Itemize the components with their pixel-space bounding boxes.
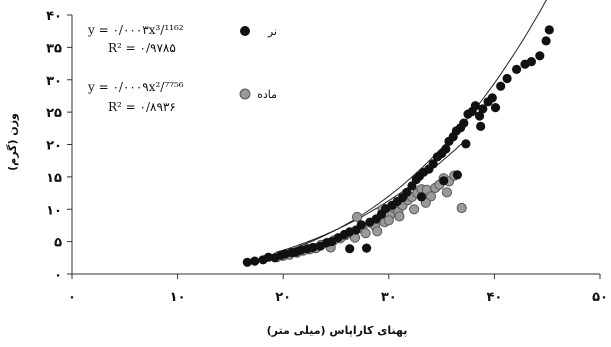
male-point	[541, 36, 551, 46]
female-point	[409, 204, 420, 215]
y-tick-label: ۱۰	[46, 203, 62, 218]
male-point	[345, 244, 355, 254]
female-point	[425, 191, 437, 202]
male-point	[490, 103, 501, 113]
x-tick-label: ۰	[68, 290, 76, 305]
male-point	[250, 256, 260, 266]
legend: y = ۰/۰۰۰۳x³/¹¹⁶² R² = ۰/۹۷۸۵ نر y = ۰/۰…	[87, 23, 277, 114]
axes	[67, 14, 601, 279]
female-marker-icon	[239, 88, 251, 100]
male-point	[459, 118, 469, 128]
male-point	[496, 81, 506, 91]
male-point	[511, 64, 522, 74]
male-point	[535, 51, 545, 61]
male-point	[526, 57, 537, 67]
male-point	[242, 257, 252, 267]
male-point	[362, 243, 372, 253]
y-tick-label: ۴۰	[46, 9, 62, 24]
y-tick-label: ۲۵	[46, 106, 62, 121]
y-tick-label: ۱۵	[46, 171, 62, 186]
male-marker-icon	[240, 26, 250, 36]
male-r-squared: R² = ۰/۹۷۸۵	[108, 41, 176, 55]
male-point	[502, 73, 512, 84]
male-point	[487, 93, 497, 103]
male-point	[416, 192, 427, 202]
male-label: نر	[267, 25, 277, 38]
y-tick-label: ۳۵	[46, 41, 62, 56]
male-point	[441, 144, 451, 154]
male-point	[402, 187, 412, 197]
male-point	[475, 111, 485, 121]
y-tick-label: ۵	[54, 236, 62, 251]
x-tick-label: ۴۰	[486, 290, 502, 305]
female-point	[441, 187, 452, 198]
trend-lines	[246, 0, 547, 263]
male-point	[439, 176, 449, 186]
x-tick-label: ۲۰	[275, 290, 291, 305]
male-point	[478, 104, 488, 114]
male-point	[356, 220, 366, 230]
male-trend-line	[246, 0, 547, 263]
female-r-squared: R² = ۰/۸۹۳۶	[108, 100, 176, 114]
x-tick-label: ۳۰	[381, 290, 397, 305]
y-tick-label: ۳۰	[46, 74, 62, 89]
female-label: ماده	[257, 88, 277, 101]
female-point	[383, 215, 394, 226]
male-point	[428, 159, 438, 169]
male-point	[476, 121, 486, 131]
male-equation: y = ۰/۰۰۰۳x³/¹¹⁶²	[87, 23, 184, 37]
female-point	[394, 211, 405, 222]
male-point	[452, 170, 462, 180]
x-tick-label: ۱۰	[170, 290, 186, 305]
female-equation: y = ۰/۰۰۰۹x²/⁷⁷⁵⁶	[87, 80, 184, 94]
tick-labels: ۰ ۱۰ ۲۰ ۳۰ ۴۰ ۵۰ ۰ ۵ ۱۰ ۱۵ ۲۰ ۲۵ ۳۰ ۳۵ ۴۰	[46, 9, 608, 305]
x-axis-title: پهنای کاراپاس (میلی متر)	[267, 324, 408, 337]
male-point	[308, 242, 318, 253]
y-tick-label: ۰	[54, 268, 62, 283]
female-point	[372, 226, 383, 237]
female-point	[456, 202, 467, 214]
female-point	[360, 228, 371, 239]
y-axis-title: وزن (گرم)	[6, 113, 19, 171]
data-points	[242, 25, 554, 267]
y-tick-label: ۲۰	[46, 139, 62, 154]
male-point	[470, 101, 480, 111]
x-tick-label: ۵۰	[592, 290, 608, 305]
male-point	[544, 25, 554, 35]
male-point	[461, 139, 471, 149]
female-point	[352, 211, 363, 223]
